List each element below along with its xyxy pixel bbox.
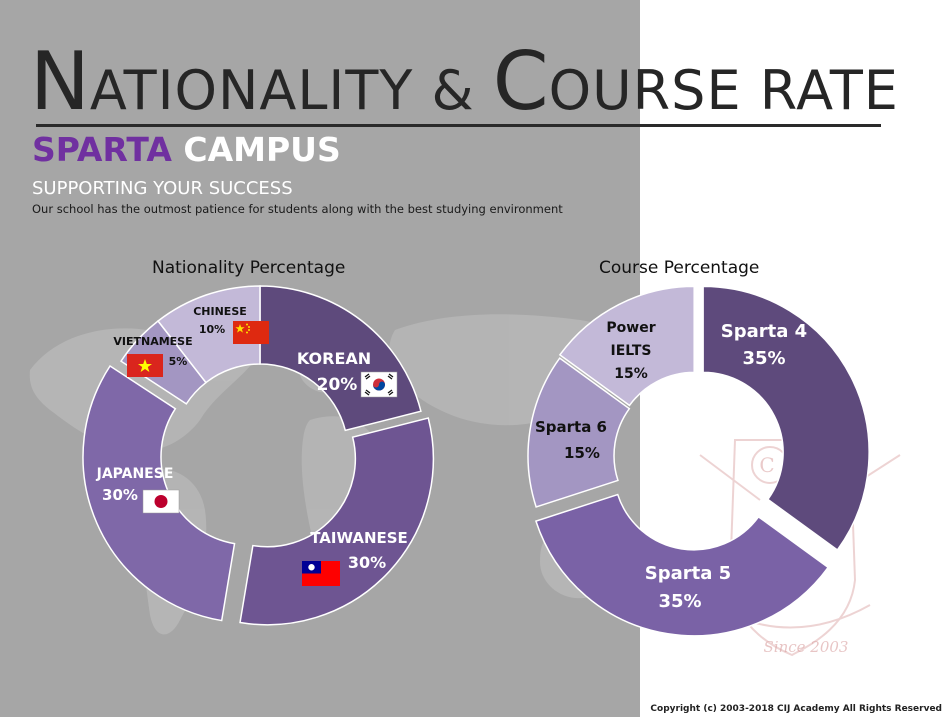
slice-value-sparta5: 35% xyxy=(658,591,701,612)
slice-value-sparta6: 15% xyxy=(564,444,600,462)
title-initial-c: C xyxy=(492,35,549,128)
subtitle-sparta: SPARTA xyxy=(32,130,172,169)
slice-value-japanese: 30% xyxy=(102,486,138,504)
course-donut-chart xyxy=(527,285,870,637)
campus-subtitle: SPARTA CAMPUS xyxy=(32,130,341,169)
subtitle-campus: CAMPUS xyxy=(183,130,341,169)
course-labels: Sparta 4 35% Sparta 5 35% Sparta 6 15% P… xyxy=(535,320,807,612)
donut-slice-course-sparta-5 xyxy=(534,493,830,637)
title-underline xyxy=(36,124,881,127)
slice-label-chinese: CHINESE xyxy=(193,305,247,318)
slice-label-vietnamese: VIETNAMESE xyxy=(113,335,192,348)
nationality-labels: KOREAN 20% TAIWANESE 30% JAPANESE 30% VI… xyxy=(96,305,408,572)
taiwan-flag xyxy=(302,561,340,586)
donut-slice-course-power-ielts xyxy=(558,285,695,407)
korea-flag xyxy=(360,371,398,398)
crest-since-text: Since 2003 xyxy=(764,638,849,656)
slice-label-sparta4: Sparta 4 xyxy=(721,321,807,342)
slice-value-taiwanese: 30% xyxy=(348,553,386,572)
japan-flag xyxy=(142,489,180,514)
slice-value-sparta4: 35% xyxy=(742,348,785,369)
crest-letter: C xyxy=(759,453,774,477)
slice-label-taiwanese: TAIWANESE xyxy=(310,529,408,547)
slice-value-vietnamese: 5% xyxy=(169,355,188,368)
donut-slice-course-sparta-4 xyxy=(702,285,870,551)
slice-value-power-ielts: 15% xyxy=(614,366,648,382)
donut-slice-nationality-chinese xyxy=(156,285,261,384)
tagline: SUPPORTING YOUR SUCCESS xyxy=(32,178,293,199)
title-part-2: OURSE RATE xyxy=(548,59,899,122)
vietnam-flag xyxy=(127,354,163,377)
description: Our school has the outmost patience for … xyxy=(32,202,563,216)
title-initial-n: N xyxy=(30,35,90,128)
slice-label-korean: KOREAN xyxy=(297,349,371,368)
title-part-1: ATIONALITY & xyxy=(89,59,493,122)
slice-label-power: Power xyxy=(606,320,655,336)
slice-value-chinese: 10% xyxy=(199,323,225,336)
slice-label-japanese: JAPANESE xyxy=(96,466,174,482)
page-title: NATIONALITY & COURSE RATE xyxy=(30,42,899,122)
donut-slice-course-sparta-6 xyxy=(527,357,631,508)
china-flag xyxy=(233,321,269,344)
slice-label-sparta5: Sparta 5 xyxy=(645,563,731,584)
copyright-notice: Copyright (c) 2003-2018 CIJ Academy All … xyxy=(650,704,942,714)
slice-label-ielts: IELTS xyxy=(610,343,651,359)
donut-slice-nationality-taiwanese xyxy=(239,417,435,626)
nationality-chart-title: Nationality Percentage xyxy=(152,258,346,278)
slice-value-korean: 20% xyxy=(317,375,358,395)
slice-label-sparta6: Sparta 6 xyxy=(535,418,607,436)
course-chart-title: Course Percentage xyxy=(599,258,760,278)
